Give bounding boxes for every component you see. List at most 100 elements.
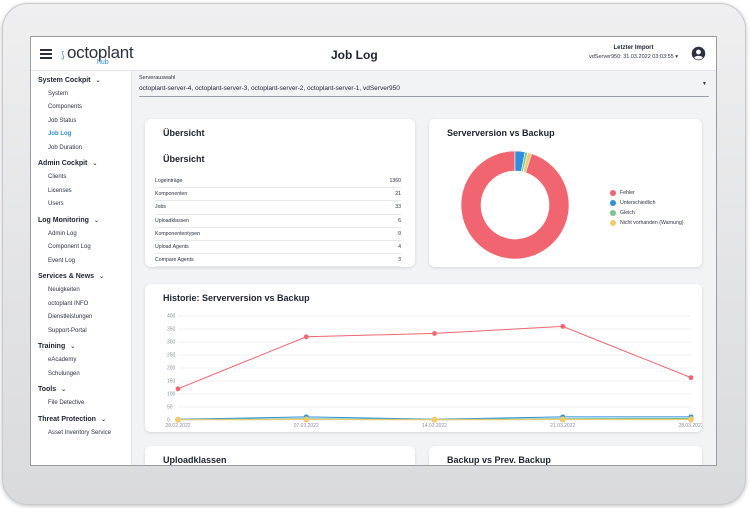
- table-cell-label: Compare Agents: [155, 257, 194, 264]
- sidebar-item[interactable]: Users: [48, 201, 64, 208]
- x-tick-label: 28.03.2022: [678, 423, 702, 429]
- sidebar-item[interactable]: Clients: [48, 174, 67, 181]
- table-row: Uploadklassen 6: [155, 215, 401, 228]
- sidebar-item[interactable]: eAcademy: [48, 357, 77, 364]
- sidebar-item[interactable]: Licenses: [48, 187, 72, 194]
- sidebar-item[interactable]: Neuigkeiten: [48, 287, 80, 294]
- data-point[interactable]: [175, 416, 181, 423]
- sidebar-item[interactable]: Dienstleistungen: [48, 314, 93, 321]
- sidebar-group-label: Training: [38, 343, 66, 350]
- legend-label: Fehler: [620, 190, 635, 196]
- overview-subtitle: Übersicht: [163, 154, 205, 164]
- page-title: Job Log: [331, 48, 378, 62]
- table-cell-value: 3: [398, 257, 401, 264]
- legend-color-swatch: [610, 190, 616, 196]
- sidebar-group-header[interactable]: System Cockpit ⌄: [31, 73, 131, 87]
- donut-slice[interactable]: [460, 150, 570, 260]
- legend-color-swatch: [610, 210, 616, 216]
- sidebar-item[interactable]: Job Log: [48, 131, 72, 138]
- backup-prev-card-title: Backup vs Prev. Backup: [447, 455, 551, 465]
- table-cell-label: Komponententypen: [155, 230, 200, 237]
- sidebar-item[interactable]: Admin Log: [48, 230, 77, 237]
- last-import-label: Letzter Import: [613, 45, 654, 51]
- legend-item[interactable]: Fehler: [610, 188, 684, 198]
- table-cell-label: Jobs: [155, 204, 166, 211]
- backup-prev-card: Backup vs Prev. Backup: [429, 446, 702, 465]
- sidebar-item[interactable]: Schulungen: [48, 370, 80, 377]
- sidebar-group-header[interactable]: Training ⌄: [31, 340, 131, 354]
- data-point[interactable]: [431, 416, 438, 423]
- sidebar-item[interactable]: octoplant INFO: [48, 300, 89, 307]
- table-cell-value: 33: [395, 204, 401, 211]
- data-point[interactable]: [175, 386, 181, 392]
- sidebar-item[interactable]: Job Duration: [48, 144, 83, 151]
- sidebar-group-label: Admin Cockpit: [38, 160, 88, 167]
- x-tick-label: 21.03.2022: [550, 423, 575, 429]
- serverversion-backup-card: Serverversion vs Backup Fehler Unterschie…: [429, 119, 702, 267]
- y-tick-label: 250: [167, 353, 176, 359]
- donut-legend: Fehler Unterschiedlich Gleich Nicht vorhand…: [610, 188, 684, 228]
- x-tick-label: 07.03.2022: [294, 423, 319, 429]
- legend-item[interactable]: Unterschiedlich: [610, 198, 684, 208]
- sidebar-item[interactable]: Event Log: [48, 257, 76, 264]
- legend-item[interactable]: Nicht vorhanden (Warnung): [610, 218, 684, 228]
- main-content: Serverauswahl octoplant-server-4, octopl…: [132, 71, 716, 465]
- table-cell-label: Logeinträge: [155, 178, 183, 185]
- data-point[interactable]: [688, 416, 694, 423]
- legend-label: Nicht vorhanden (Warnung): [620, 220, 684, 226]
- sidebar-group: Log Monitoring ⌄ Admin Log Component Log Eve…: [31, 213, 131, 268]
- sidebar-group-label: Threat Protection: [38, 415, 96, 423]
- server-select[interactable]: Serverauswahl octoplant-server-4, octopl…: [139, 73, 709, 97]
- sidebar-group: Services & News ⌄ Neuigkeiten octoplant INF…: [31, 270, 131, 338]
- dropdown-caret-icon[interactable]: ▼: [702, 81, 707, 87]
- sidebar-item[interactable]: Components: [48, 104, 83, 111]
- chevron-down-icon: ⌄: [93, 217, 99, 224]
- data-point[interactable]: [303, 334, 309, 340]
- sidebar-item[interactable]: System: [48, 90, 69, 97]
- sidebar-item[interactable]: Support-Portal: [48, 327, 87, 334]
- y-tick-label: 50: [167, 405, 173, 411]
- data-point[interactable]: [303, 416, 310, 423]
- y-tick-label: 100: [167, 392, 176, 398]
- table-cell-value: 9: [398, 230, 401, 237]
- sidebar-item[interactable]: Component Log: [48, 244, 91, 251]
- sidebar-item[interactable]: Job Status: [48, 117, 77, 124]
- x-tick-label: 28.02.2022: [165, 423, 190, 429]
- sidebar-item[interactable]: Asset Inventory Service: [48, 429, 112, 436]
- legend-item[interactable]: Gleich: [610, 208, 684, 218]
- logo-mark-icon: ⟆: [61, 50, 65, 60]
- sidebar-item[interactable]: File Detective: [48, 400, 85, 407]
- logo[interactable]: ⟆ octoplant hub: [61, 43, 161, 67]
- donut-slice[interactable]: [522, 152, 533, 174]
- sidebar-group-header[interactable]: Log Monitoring ⌄: [31, 213, 131, 227]
- overview-card-title: Übersicht: [163, 128, 205, 138]
- menu-icon[interactable]: [40, 49, 52, 59]
- table-row: Compare Agents 3: [155, 254, 401, 267]
- table-row: Komponenten 21: [155, 188, 401, 202]
- sidebar-group: System Cockpit ⌄ System Components Job Statu…: [31, 73, 131, 155]
- sidebar-group-header[interactable]: Tools ⌄: [31, 383, 131, 397]
- history-line-chart: 0 50 100 150 200 250 300 350 400 28.02.2022 07.03.…: [165, 314, 702, 429]
- data-point[interactable]: [560, 324, 566, 329]
- sidebar-group-header[interactable]: Admin Cockpit ⌄: [31, 157, 131, 171]
- sidebar-group-label: Services & News: [38, 273, 95, 280]
- data-point[interactable]: [559, 416, 566, 423]
- data-point[interactable]: [432, 331, 437, 336]
- user-account-icon[interactable]: [691, 46, 706, 61]
- table-row: Komponententypen 9: [155, 228, 401, 241]
- sidebar-group-header[interactable]: Services & News ⌄: [31, 270, 131, 284]
- donut-card-title: Serverversion vs Backup: [447, 128, 555, 138]
- x-tick-label: 14.03.2022: [422, 423, 447, 429]
- last-import[interactable]: Letzter Import vdServer950: 31.03.2022 0…: [589, 45, 678, 60]
- chevron-down-icon: ⌄: [92, 161, 98, 167]
- chevron-down-icon: ⌄: [70, 344, 76, 350]
- chevron-down-icon: ⌄: [61, 387, 67, 393]
- sidebar-group: Training ⌄ eAcademy Schulungen: [31, 340, 131, 381]
- history-card-title: Historie: Serverversion vs Backup: [163, 293, 310, 303]
- last-import-value: vdServer950: 31.03.2022 03:03:55: [588, 54, 674, 60]
- sidebar: System Cockpit ⌄ System Components Job Statu…: [31, 71, 132, 465]
- sidebar-group: Threat Protection ⌄ Asset Inventory Servic…: [31, 412, 131, 440]
- server-select-value: octoplant-server-4, octoplant-server-3, …: [139, 85, 400, 92]
- data-point[interactable]: [688, 375, 694, 381]
- sidebar-group-header[interactable]: Threat Protection ⌄: [31, 412, 131, 426]
